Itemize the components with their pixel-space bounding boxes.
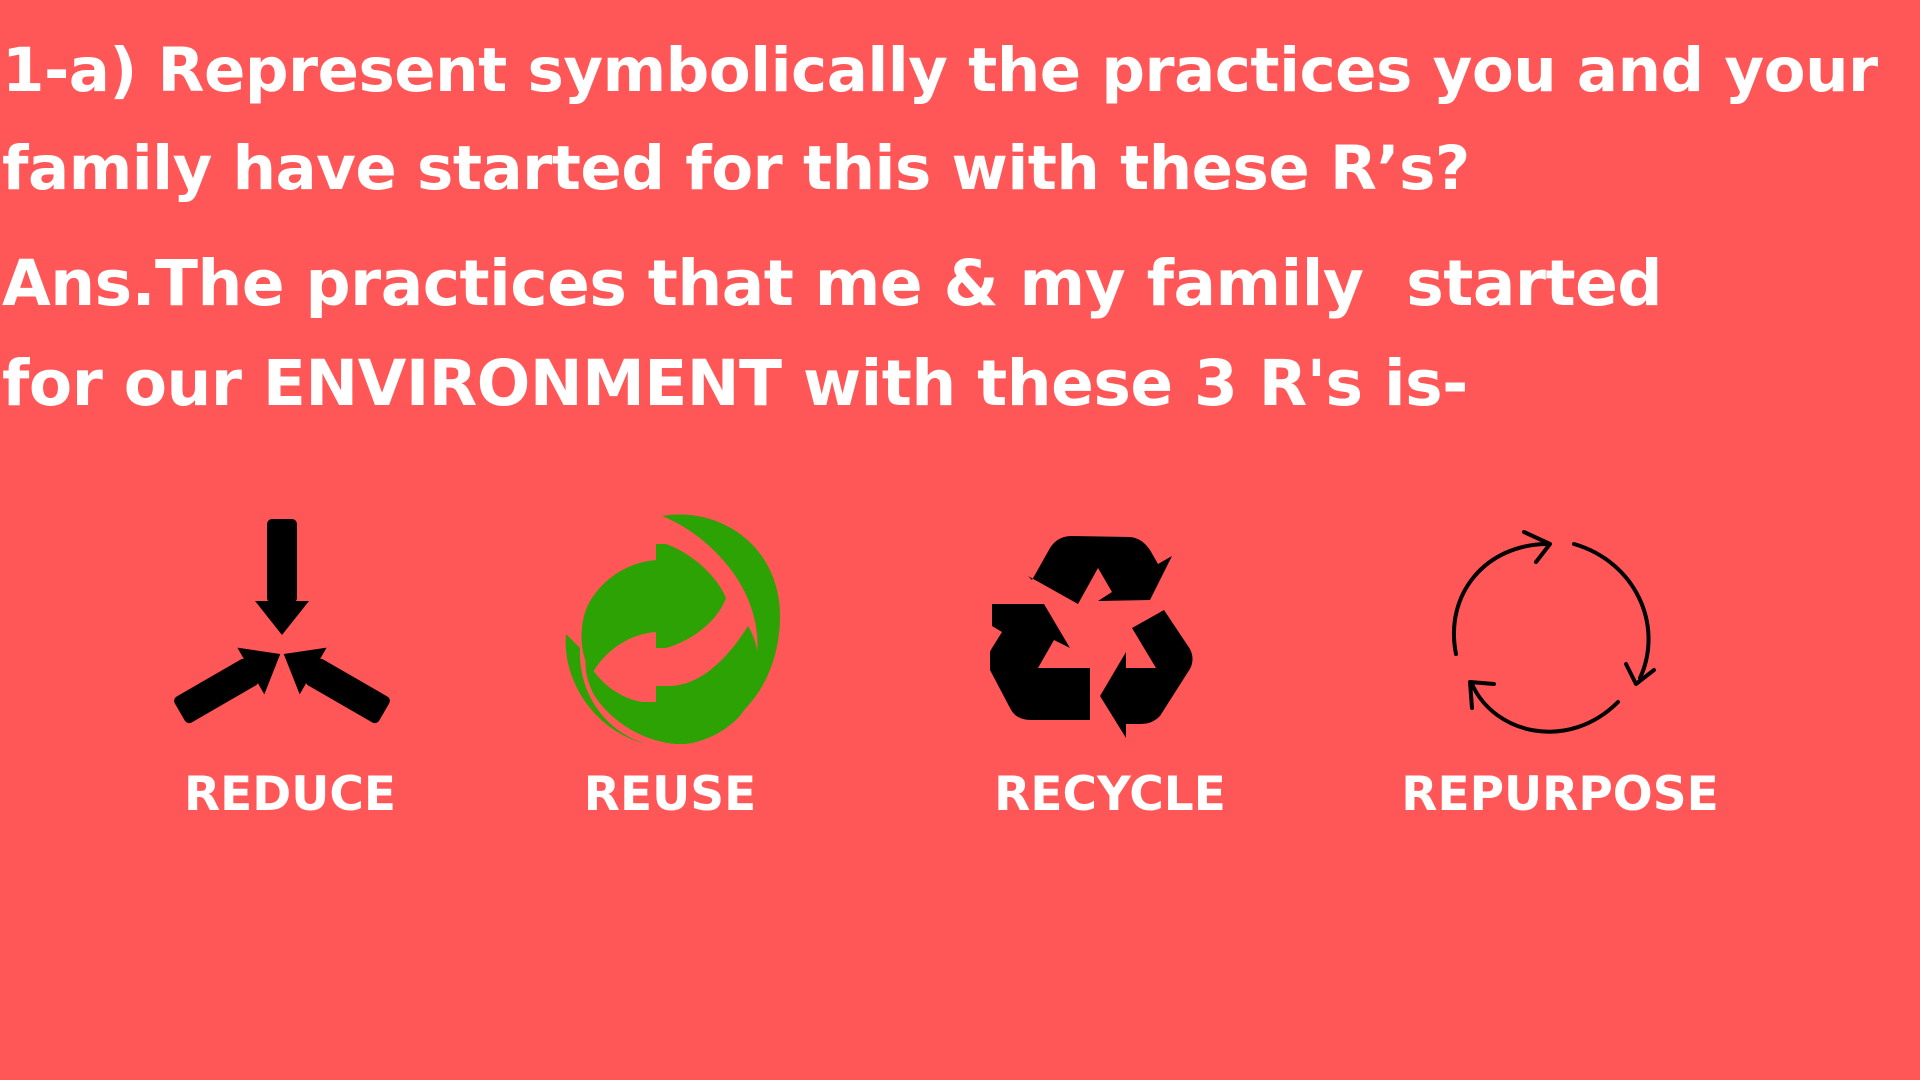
reuse-symbol [552, 508, 787, 748]
recycle-icon [990, 536, 1193, 738]
answer-line-1: Ans.The practices that me & my family st… [2, 247, 1662, 320]
reduce-label: REDUCE [183, 767, 397, 822]
answer-text: Ans.The practices that me & my family st… [2, 234, 1912, 434]
question-line-1: 1-a) Represent symbolically the practice… [2, 35, 1878, 106]
reuse-green-dot-icon [565, 514, 781, 744]
question-heading: 1-a) Represent symbolically the practice… [2, 22, 1912, 218]
repurpose-label: REPURPOSE [1401, 767, 1719, 822]
recycle-label: RECYCLE [994, 767, 1226, 822]
repurpose-cycle-icon [1452, 530, 1656, 734]
reuse-label: REUSE [583, 767, 757, 822]
recycle-symbol [990, 530, 1205, 740]
answer-line-2: for our ENVIRONMENT with these 3 R's is- [2, 347, 1468, 420]
repurpose-symbol [1450, 530, 1660, 735]
reduce-symbol [165, 515, 405, 725]
question-line-2: family have started for this with these … [2, 133, 1470, 204]
reduce-arrows-icon [174, 519, 390, 724]
